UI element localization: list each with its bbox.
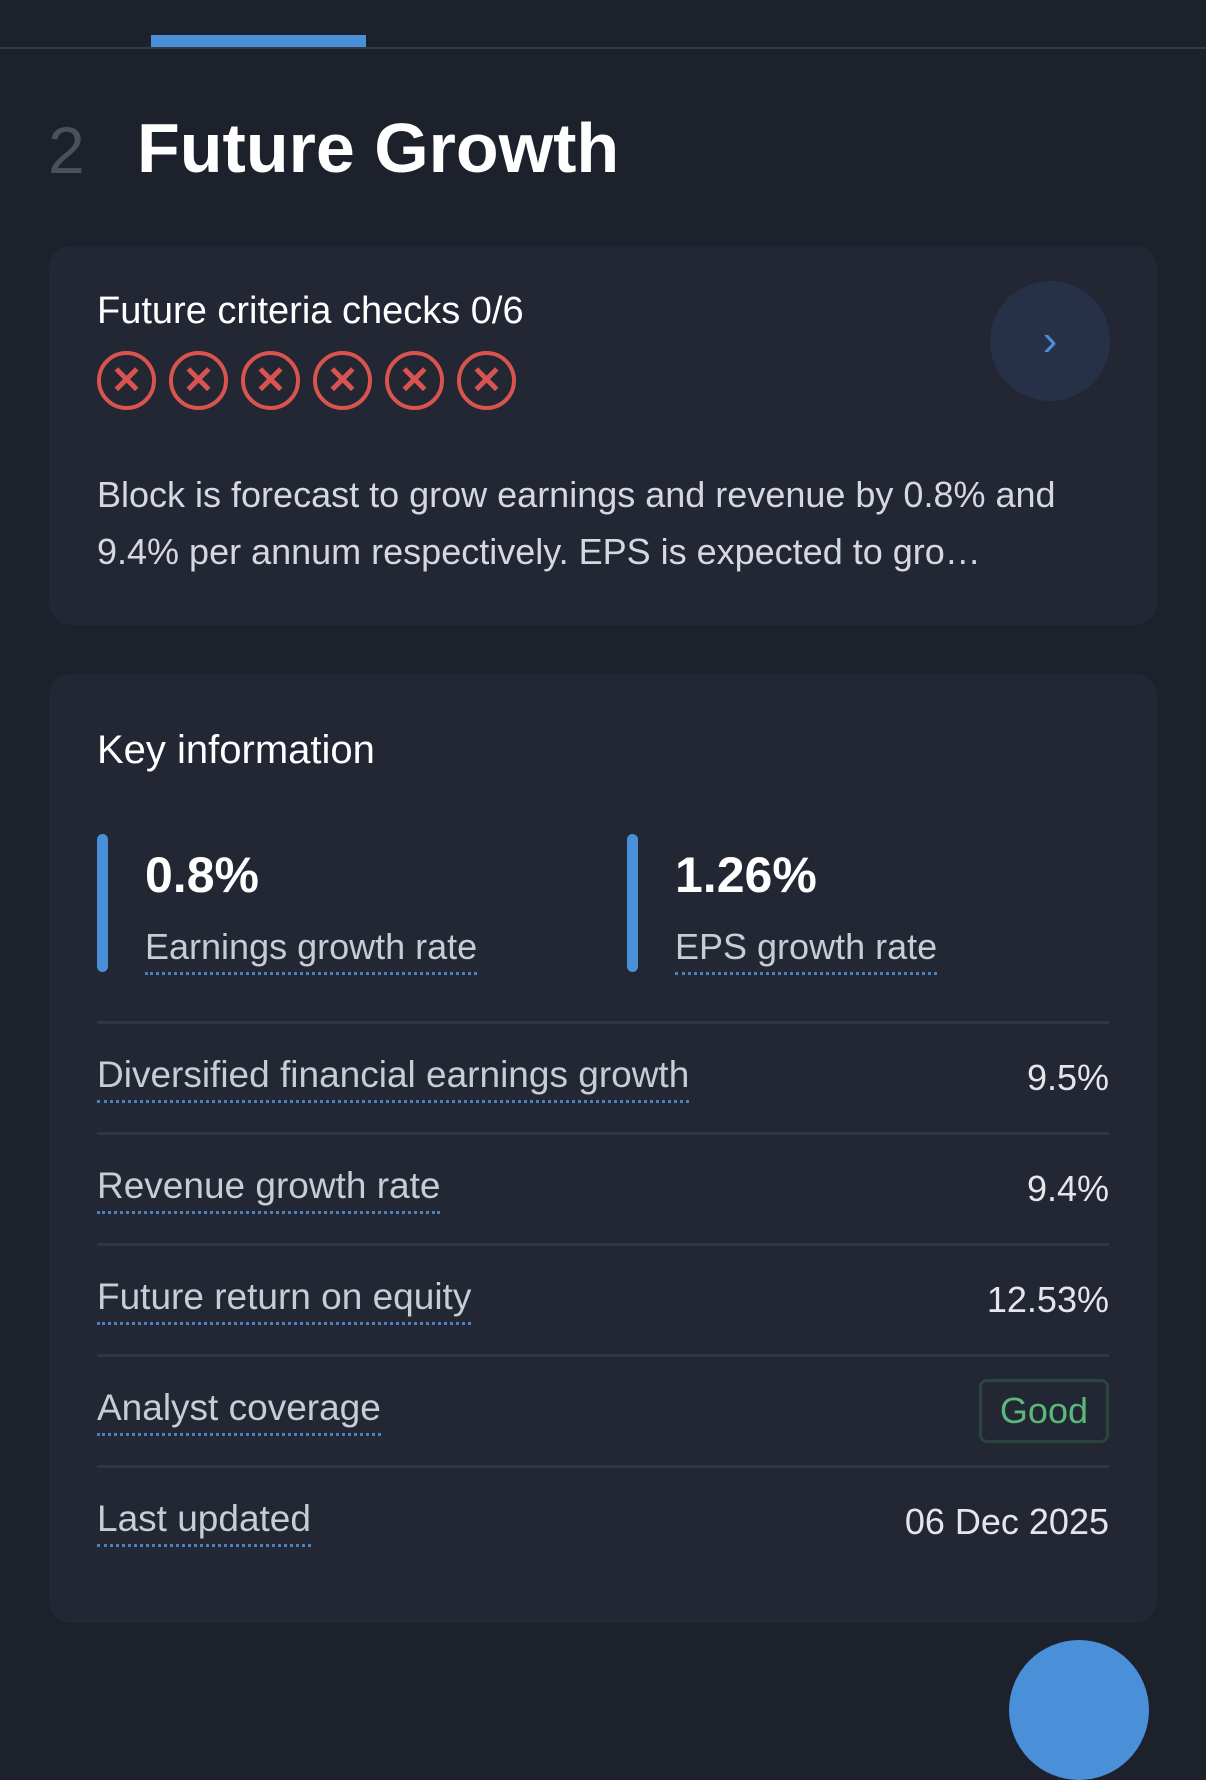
row-value: 9.4% [1026,1168,1109,1209]
section-title: Future Growth [137,109,620,187]
fail-x-icon: ✕ [457,351,516,410]
info-row: Analyst coverage Good [97,1354,1109,1465]
expand-criteria-button[interactable]: › [990,281,1110,401]
stat-value: 1.26% [675,847,817,903]
row-label[interactable]: Analyst coverage [97,1387,381,1436]
section-number: 2 [48,113,85,187]
floating-action-button[interactable] [1009,1640,1149,1780]
key-information-title: Key information [97,728,375,772]
row-label[interactable]: Future return on equity [97,1276,472,1325]
criteria-icons: ✕ ✕ ✕ ✕ ✕ ✕ [97,351,516,410]
stat-label[interactable]: Earnings growth rate [145,926,478,975]
row-label[interactable]: Diversified financial earnings growth [97,1054,690,1103]
key-information-card: Key information 0.8% Earnings growth rat… [49,674,1157,1623]
tab-bar-divider [0,47,1206,49]
eps-growth-stat: 1.26% EPS growth rate [627,834,938,975]
info-row: Future return on equity 12.53% [97,1243,1109,1354]
fail-x-icon: ✕ [169,351,228,410]
info-row: Diversified financial earnings growth 9.… [97,1021,1109,1132]
row-value: 9.5% [1026,1057,1109,1098]
fail-x-icon: ✕ [97,351,156,410]
row-value: 06 Dec 2025 [904,1501,1109,1542]
stat-accent-bar [627,834,638,972]
criteria-title: Future criteria checks 0/6 [97,290,524,332]
chevron-right-icon: › [1042,316,1058,365]
row-label[interactable]: Revenue growth rate [97,1165,441,1214]
growth-description[interactable]: Block is forecast to grow earnings and r… [97,474,1056,572]
info-row: Revenue growth rate 9.4% [97,1132,1109,1243]
earnings-growth-stat: 0.8% Earnings growth rate [97,834,478,975]
stat-value: 0.8% [145,847,259,903]
fail-x-icon: ✕ [241,351,300,410]
analyst-coverage-badge: Good [978,1379,1109,1443]
active-tab-indicator [151,35,366,47]
info-row: Last updated 06 Dec 2025 [97,1465,1109,1576]
fail-x-icon: ✕ [385,351,444,410]
fail-x-icon: ✕ [313,351,372,410]
row-value: 12.53% [986,1279,1109,1320]
criteria-card[interactable]: Future criteria checks 0/6 ✕ ✕ ✕ ✕ ✕ ✕ ›… [49,246,1157,625]
row-label[interactable]: Last updated [97,1498,311,1547]
stat-accent-bar [97,834,108,972]
stat-label[interactable]: EPS growth rate [675,926,938,975]
